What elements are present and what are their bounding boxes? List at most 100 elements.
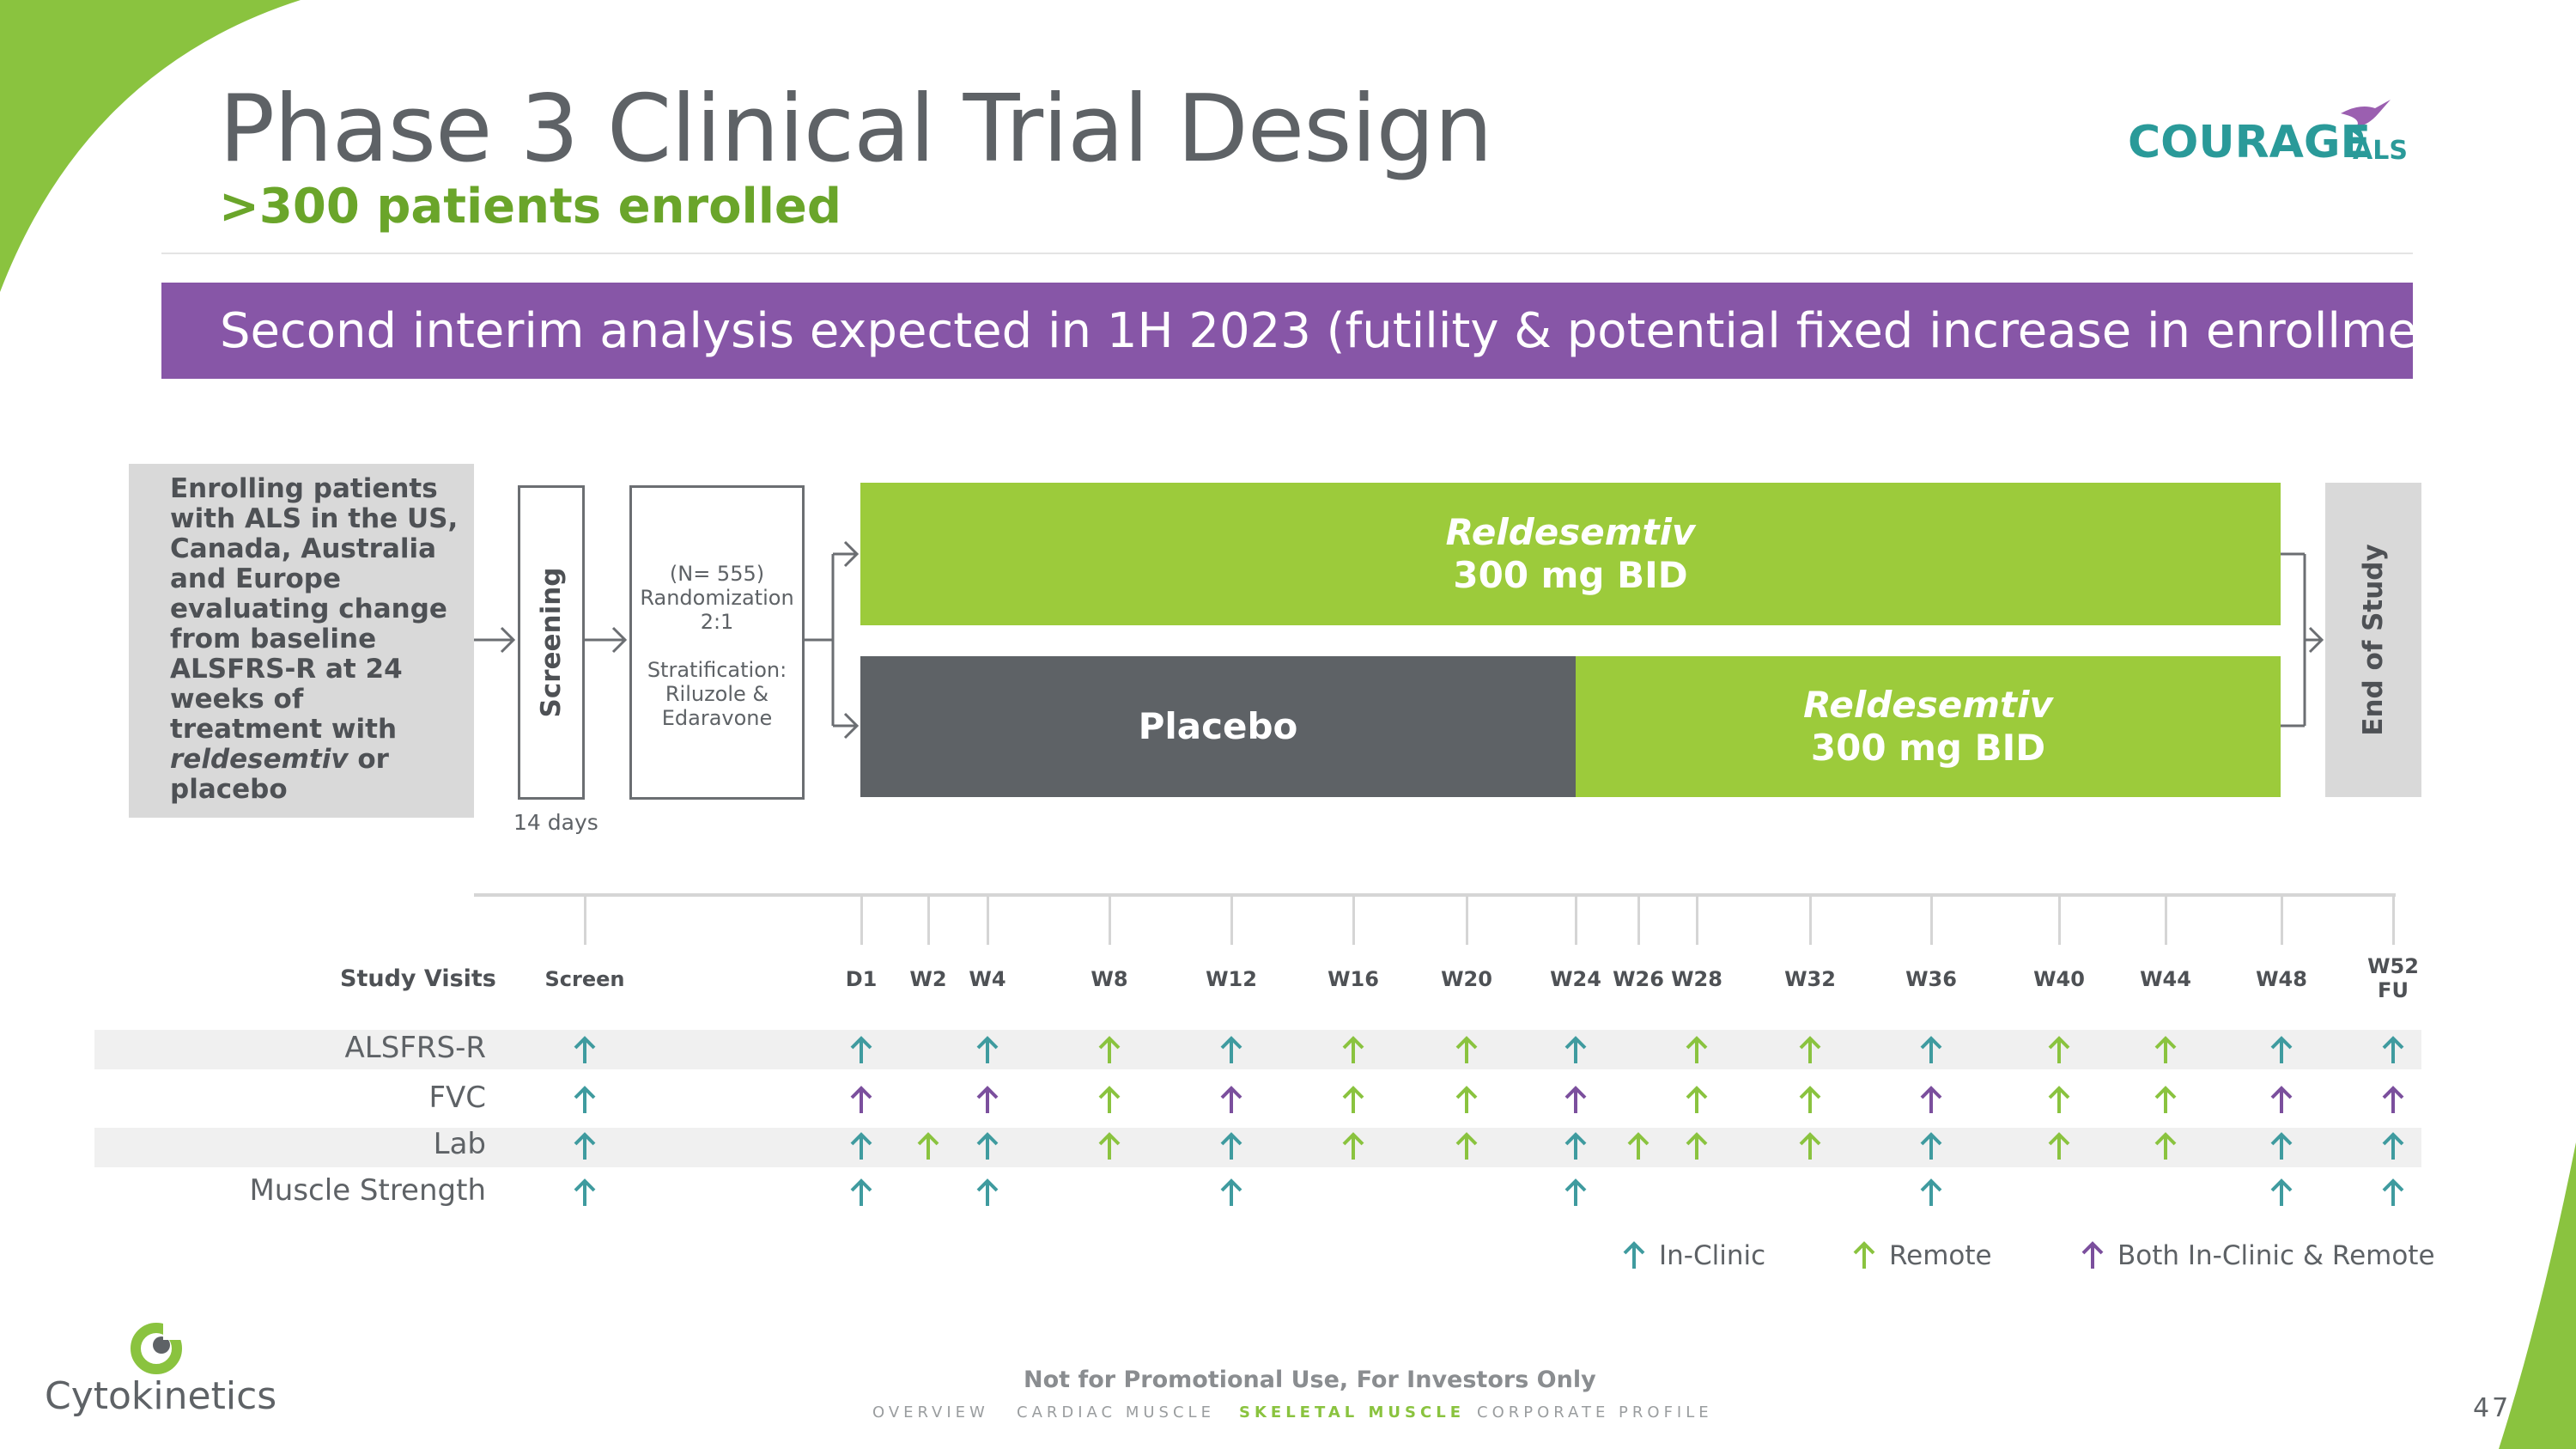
nav-overview[interactable]: OVERVIEW [872,1403,989,1422]
in-clinic-arrow-icon [574,1036,596,1063]
in-clinic-arrow-icon [1920,1178,1942,1206]
enrollment-line: evaluating change [170,594,447,624]
nav-cardiac-muscle[interactable]: CARDIAC MUSCLE [1017,1403,1215,1422]
in-clinic-arrow-icon [2270,1132,2293,1160]
remote-arrow-icon [1342,1132,1364,1160]
randomization-ratio: 2:1 [700,610,734,634]
timeline-tick-w2 [927,895,930,945]
page-subtitle: >300 patients enrolled [219,179,841,234]
both-arrow-icon [1920,1086,1942,1113]
header-divider [161,253,2413,254]
timeline-tick-w8 [1109,895,1111,945]
enrollment-line: from baseline [170,624,377,654]
in-clinic-arrow-icon [976,1178,999,1206]
arm2-dose: 300 mg BID [1810,727,2046,769]
timeline-tick-w26 [1637,895,1640,945]
in-clinic-arrow-icon [1920,1036,1942,1063]
remote-arrow-icon [1627,1132,1649,1160]
in-clinic-arrow-icon [574,1132,596,1160]
visit-label-w36: W36 [1905,967,1957,991]
remote-arrow-icon [1098,1036,1121,1063]
in-clinic-arrow-icon [574,1178,596,1206]
visit-label-text: W40 [2033,967,2085,991]
remote-arrow-icon [1342,1086,1364,1113]
visit-label-text: Screen [544,967,625,991]
timeline-tick-d1 [860,895,863,945]
in-clinic-arrow-icon [2382,1132,2404,1160]
timeline-tick-w16 [1352,895,1355,945]
page-number: 47 [2473,1393,2512,1423]
visit-label-screen: Screen [545,967,625,991]
visit-label-w8: W8 [1091,967,1127,991]
visit-label-text: W2 [909,967,947,991]
timeline-tick-w40 [2058,895,2061,945]
arm1-dose: 300 mg BID [1453,554,1688,596]
visit-label-w4: W4 [969,967,1005,991]
remote-arrow-icon [1799,1132,1821,1160]
stratification-label: Stratification: [647,658,787,682]
arm1-drug-name: Reldesemtiv [1445,511,1696,553]
randomization-n: (N= 555) [669,562,765,586]
assessment-label: Muscle Strength [249,1173,486,1208]
legend-both-label: Both In-Clinic & Remote [2117,1240,2435,1271]
end-of-study-label: End of Study [2358,544,2389,736]
enrollment-or: or [348,744,389,775]
enrollment-line: Enrolling patients [170,473,438,504]
in-clinic-arrow-icon [976,1036,999,1063]
enrollment-line: weeks of [170,684,304,715]
arrow-up-icon [2081,1241,2104,1269]
visit-label-w24: W24 [1550,967,1601,991]
visit-label-w32: W32 [1784,967,1836,991]
corner-decoration-top-left [0,0,301,292]
visit-label-w20: W20 [1441,967,1492,991]
in-clinic-arrow-icon [1220,1132,1242,1160]
visit-label-text: W8 [1091,967,1128,991]
cytokinetics-logo-icon [131,1323,184,1374]
timeline-tick-w32 [1809,895,1812,945]
legend-both: Both In-Clinic & Remote [2080,1240,2435,1271]
visit-label-text: W48 [2256,967,2307,991]
remote-arrow-icon [1799,1036,1821,1063]
stratification-factor-1: Riluzole & [665,682,769,706]
study-visits-label: Study Visits [340,965,496,992]
arm2-placebo-label: Placebo [1138,705,1298,747]
treatment-arm-placebo: Placebo [860,656,1576,797]
arm2-drug-name: Reldesemtiv [1803,684,2053,726]
remote-arrow-icon [2048,1086,2070,1113]
assessment-label: Lab [433,1127,486,1161]
page-title: Phase 3 Clinical Trial Design [219,76,1493,183]
in-clinic-arrow-icon [1220,1036,1242,1063]
randomization-label: Randomization [640,586,794,610]
nav-skeletal-muscle[interactable]: SKELETAL MUSCLE [1239,1403,1465,1422]
in-clinic-arrow-icon [850,1036,872,1063]
logo-als-text: ALS [2353,136,2408,166]
logo-courage-text: COURAGE [2128,117,2372,168]
screening-label: Screening [536,567,567,718]
in-clinic-arrow-icon [850,1178,872,1206]
visit-label-w12: W12 [1206,967,1257,991]
nav-corporate-profile[interactable]: CORPORATE PROFILE [1477,1403,1713,1422]
timeline-tick-w36 [1930,895,1933,945]
in-clinic-arrow-icon [1220,1178,1242,1206]
flow-connectors [474,540,2324,740]
both-arrow-icon [1220,1086,1242,1113]
enrollment-line: treatment with [170,714,398,745]
visit-label-w16: W16 [1327,967,1379,991]
visit-timeline [474,893,2396,897]
in-clinic-arrow-icon [2382,1036,2404,1063]
enrollment-criteria-box: Enrolling patients with ALS in the US, Can… [129,464,474,818]
remote-arrow-icon [917,1132,939,1160]
in-clinic-arrow-icon [574,1086,596,1113]
in-clinic-arrow-icon [850,1132,872,1160]
legend-remote-label: Remote [1889,1240,1992,1271]
enrollment-line: and Europe [170,563,342,594]
visit-label-text: W4 [969,967,1006,991]
in-clinic-arrow-icon [976,1132,999,1160]
assessment-label: ALSFRS-R [344,1031,486,1065]
remote-arrow-icon [1098,1132,1121,1160]
remote-arrow-icon [2154,1036,2177,1063]
visit-label-w44: W44 [2140,967,2191,991]
remote-arrow-icon [2048,1036,2070,1063]
enrollment-line: with ALS in the US, [170,503,459,534]
both-arrow-icon [2382,1086,2404,1113]
